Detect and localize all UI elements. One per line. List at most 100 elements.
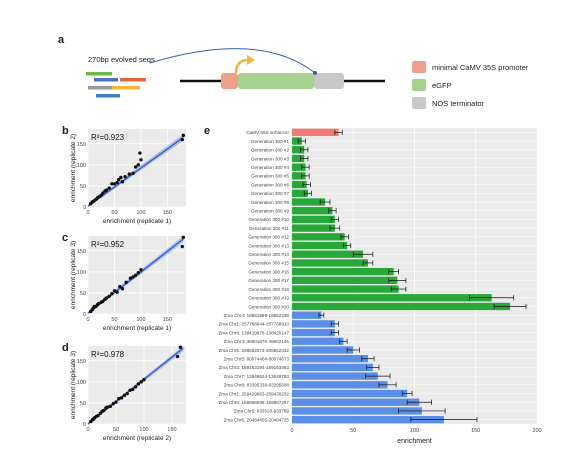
y-tick-label: 150 bbox=[77, 142, 86, 148]
category-label: Zma Chr7: 13649524-13649793 bbox=[224, 374, 290, 379]
category-label: Zma Chr8: 138419878-138420147 bbox=[219, 330, 290, 335]
category-label: CaMV 35S enhancer bbox=[246, 130, 289, 135]
y-tick-label: 100 bbox=[77, 380, 86, 386]
data-point bbox=[136, 163, 141, 167]
bar bbox=[292, 172, 306, 180]
legend-swatch-terminator bbox=[412, 97, 426, 109]
data-point bbox=[101, 299, 105, 304]
bar bbox=[292, 407, 422, 415]
data-point bbox=[119, 175, 123, 180]
category-label: Zma Chr5: 80074404-80074673 bbox=[224, 357, 290, 362]
bar bbox=[292, 337, 344, 345]
data-point bbox=[136, 382, 141, 386]
bar bbox=[292, 215, 335, 224]
category-label: Zma Chr4: 18561989-18562238 bbox=[224, 313, 290, 318]
category-label: Generation 300 #2 bbox=[251, 148, 290, 153]
data-point bbox=[180, 137, 184, 142]
data-point bbox=[133, 385, 138, 389]
y-tick-label: 50 bbox=[80, 401, 86, 407]
sequence-fragment bbox=[112, 86, 140, 90]
data-point bbox=[107, 186, 111, 190]
data-point bbox=[120, 287, 125, 291]
data-point bbox=[142, 378, 146, 382]
bar bbox=[292, 180, 307, 189]
bar bbox=[292, 346, 354, 354]
bar bbox=[292, 328, 335, 337]
data-point bbox=[180, 244, 184, 249]
category-label: Generation 300 #20 bbox=[248, 304, 289, 309]
x-tick-label: 100 bbox=[139, 427, 148, 433]
scatter-plot-d: 0 50 100 150 0 50 100 150 R²=0.978 enrichment (re… bbox=[70, 345, 186, 442]
legend-swatch-promoter bbox=[412, 61, 426, 73]
data-point bbox=[122, 393, 127, 398]
data-point bbox=[133, 273, 138, 277]
bar bbox=[292, 267, 394, 276]
category-label: Generation 300 #19 bbox=[248, 296, 289, 301]
y-tick-label: 100 bbox=[77, 270, 86, 276]
data-point bbox=[104, 188, 109, 192]
category-label: Generation 300 #3 bbox=[251, 156, 290, 161]
panel-label-c: c bbox=[62, 232, 69, 244]
legend-label-terminator: NOS terminator bbox=[432, 98, 485, 108]
bar bbox=[292, 137, 302, 145]
schematic-diagram: 270bp evolved seqs bbox=[86, 48, 385, 98]
data-point bbox=[111, 402, 115, 406]
transcription-arrow bbox=[234, 58, 249, 74]
category-label: Generation 300 #14 bbox=[248, 252, 289, 257]
bar bbox=[292, 381, 388, 389]
insertion-arrow bbox=[149, 48, 316, 74]
bar bbox=[292, 163, 306, 171]
data-point bbox=[117, 397, 121, 401]
panel-label-d: d bbox=[62, 342, 69, 354]
x-tick-label: 200 bbox=[532, 428, 541, 434]
data-point bbox=[115, 180, 119, 185]
y-tick-label: 0 bbox=[83, 422, 86, 428]
legend-swatch-egfp bbox=[412, 79, 426, 91]
data-point bbox=[101, 191, 105, 195]
data-point bbox=[104, 296, 109, 300]
bar bbox=[292, 241, 348, 250]
data-point bbox=[178, 345, 183, 349]
data-point bbox=[96, 413, 100, 418]
category-label: Zma Chr6: 20484456-20484725 bbox=[224, 417, 290, 422]
y-axis-label: enrichment (replicate 3) bbox=[70, 351, 77, 419]
data-point bbox=[101, 408, 106, 413]
category-label: Generation 300 #15 bbox=[248, 261, 289, 266]
data-point bbox=[139, 380, 143, 384]
data-point bbox=[133, 165, 138, 169]
category-label: Zma Chr6: 169868698-169867267 bbox=[219, 400, 290, 405]
bar bbox=[292, 250, 364, 258]
data-point bbox=[119, 396, 124, 400]
bar bbox=[292, 189, 308, 197]
legend-label-egfp: eGFP bbox=[432, 80, 452, 90]
category-label: Zma Chr3: 189163194-189163463 bbox=[219, 365, 290, 370]
data-point bbox=[127, 172, 132, 176]
category-label: Zma Chr1: 259429963-259430232 bbox=[219, 391, 290, 396]
data-point bbox=[139, 158, 143, 162]
bar bbox=[292, 355, 368, 363]
x-tick-label: 0 bbox=[86, 317, 89, 323]
data-point bbox=[96, 301, 101, 306]
category-label: Generation 300 #17 bbox=[248, 278, 289, 283]
x-axis-label: enrichment bbox=[397, 438, 432, 445]
data-point bbox=[107, 294, 111, 298]
x-tick-label: 100 bbox=[410, 428, 419, 434]
promoter-block bbox=[221, 73, 238, 89]
x-tick-label: 0 bbox=[86, 427, 89, 433]
legend-label-promoter: minimal CaMV 35S promoter bbox=[432, 62, 529, 72]
data-point bbox=[136, 270, 141, 275]
data-point bbox=[175, 354, 180, 359]
category-label: Generation 300 #6 bbox=[251, 182, 290, 187]
x-tick-label: 0 bbox=[290, 428, 293, 434]
data-point bbox=[118, 284, 122, 289]
sequence-fragment bbox=[96, 94, 120, 98]
panel-label-b: b bbox=[62, 125, 69, 137]
data-point bbox=[105, 405, 110, 409]
category-label: Generation 300 #16 bbox=[248, 269, 289, 274]
sequence-fragment bbox=[86, 72, 112, 76]
bar bbox=[292, 389, 408, 398]
bar bbox=[292, 302, 511, 311]
sequence-fragment bbox=[120, 78, 146, 82]
nos-terminator-block bbox=[314, 73, 344, 89]
sequence-fragment bbox=[88, 86, 112, 90]
